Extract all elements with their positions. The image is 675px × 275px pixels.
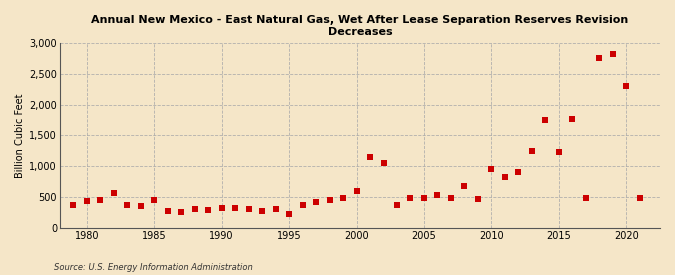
Point	[216, 206, 227, 210]
Point	[270, 207, 281, 211]
Point	[351, 189, 362, 193]
Point	[82, 199, 92, 204]
Point	[310, 200, 321, 204]
Point	[162, 208, 173, 213]
Point	[567, 117, 578, 122]
Point	[284, 212, 294, 217]
Point	[189, 207, 200, 212]
Point	[554, 150, 564, 154]
Point	[500, 175, 510, 180]
Point	[472, 197, 483, 201]
Point	[68, 202, 79, 207]
Point	[634, 196, 645, 200]
Point	[459, 184, 470, 188]
Point	[378, 161, 389, 165]
Point	[256, 208, 267, 213]
Point	[364, 155, 375, 159]
Point	[621, 84, 632, 88]
Y-axis label: Billion Cubic Feet: Billion Cubic Feet	[15, 93, 25, 178]
Point	[580, 196, 591, 200]
Point	[148, 197, 159, 202]
Point	[446, 196, 456, 200]
Point	[230, 205, 240, 210]
Point	[95, 198, 106, 202]
Point	[540, 118, 551, 122]
Text: Source: U.S. Energy Information Administration: Source: U.S. Energy Information Administ…	[54, 263, 252, 272]
Point	[594, 56, 605, 60]
Point	[418, 196, 429, 200]
Point	[338, 196, 348, 200]
Point	[486, 167, 497, 172]
Point	[526, 149, 537, 153]
Point	[109, 191, 119, 196]
Point	[513, 170, 524, 175]
Point	[176, 210, 186, 214]
Point	[122, 203, 133, 207]
Point	[392, 202, 402, 207]
Point	[324, 197, 335, 202]
Point	[297, 202, 308, 207]
Point	[136, 204, 146, 208]
Point	[432, 193, 443, 197]
Point	[243, 207, 254, 211]
Point	[202, 208, 213, 212]
Point	[405, 196, 416, 200]
Title: Annual New Mexico - East Natural Gas, Wet After Lease Separation Reserves Revisi: Annual New Mexico - East Natural Gas, We…	[91, 15, 628, 37]
Point	[608, 52, 618, 56]
